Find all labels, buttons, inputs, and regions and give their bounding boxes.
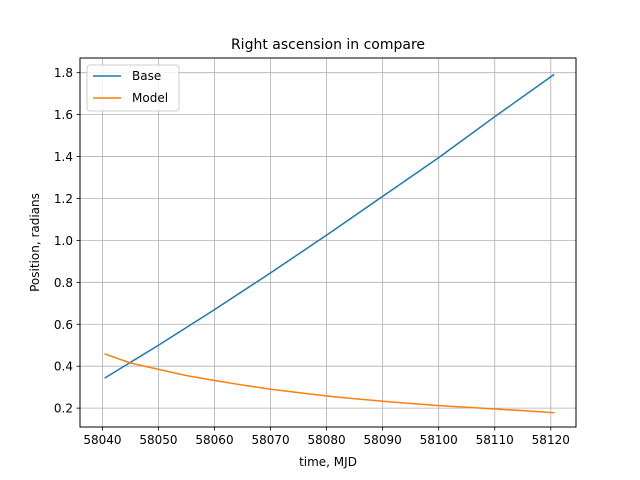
x-tick-label: 58090 — [364, 433, 402, 447]
x-tick-label: 58080 — [308, 433, 346, 447]
y-tick-label: 1.6 — [54, 108, 73, 122]
y-tick-label: 1.0 — [54, 234, 73, 248]
series-layer — [104, 73, 555, 414]
x-tick-label: 58070 — [251, 433, 289, 447]
y-tick-label: 1.2 — [54, 192, 73, 206]
series-line-model — [104, 353, 555, 414]
y-tick-label: 1.8 — [54, 66, 73, 80]
x-tick-label: 58060 — [195, 433, 233, 447]
y-axis-label: Position, radians — [28, 193, 42, 292]
y-tick-label: 0.4 — [54, 360, 73, 374]
y-tick-label: 0.8 — [54, 276, 73, 290]
x-tick-label: 58120 — [532, 433, 570, 447]
series-line-base — [104, 73, 555, 379]
x-tick-label: 58110 — [476, 433, 514, 447]
y-tick-label: 0.6 — [54, 318, 73, 332]
chart-title: Right ascension in compare — [231, 37, 425, 53]
x-axis-ticks: 58040 58050 58060 58070 58080 58090 58100 58110… — [83, 427, 570, 447]
y-axis-ticks: 0.2 0.4 0.6 0.8 1.0 1.2 1.4 1.6 1.8 — [54, 66, 80, 416]
x-tick-label: 58040 — [83, 433, 121, 447]
x-tick-label: 58050 — [139, 433, 177, 447]
legend-label-model: Model — [132, 91, 168, 105]
grid — [80, 58, 576, 427]
y-tick-label: 0.2 — [54, 402, 73, 416]
x-axis-label: time, MJD — [299, 455, 357, 469]
plot-frame — [79, 57, 577, 428]
legend: Base Model — [86, 64, 180, 112]
legend-label-base: Base — [132, 69, 161, 83]
x-tick-label: 58100 — [420, 433, 458, 447]
y-tick-label: 1.4 — [54, 150, 73, 164]
